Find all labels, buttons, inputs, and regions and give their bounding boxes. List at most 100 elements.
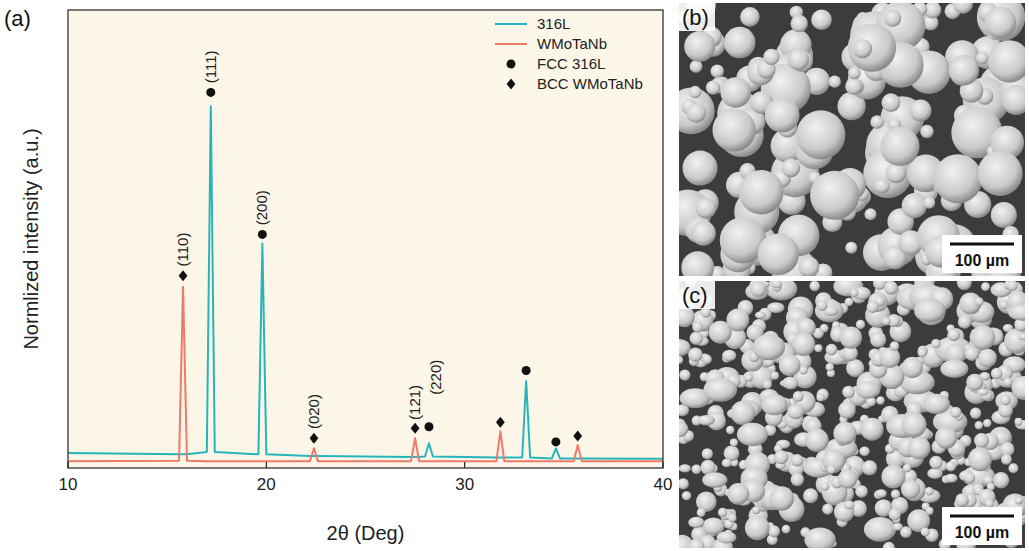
particle <box>811 9 832 30</box>
scale-bar <box>950 515 1014 518</box>
scale-bar-ground <box>942 507 1022 545</box>
scale-bar-label: 100 µm <box>955 524 1010 541</box>
legend-label: BCC WMoTaNb <box>537 75 643 92</box>
particle <box>848 67 861 80</box>
particle <box>690 60 703 73</box>
particle <box>927 468 942 479</box>
particle <box>984 7 1016 39</box>
page: {"chart_data": {"type": "line", "panel_l… <box>0 0 1029 551</box>
particle <box>859 447 869 457</box>
scale-bar <box>950 243 1014 246</box>
particle <box>799 257 820 276</box>
particle <box>686 103 706 123</box>
particle <box>826 363 834 371</box>
particle <box>867 301 879 313</box>
particle <box>755 311 766 318</box>
particle <box>703 378 737 402</box>
particle <box>876 489 887 497</box>
plot-frame <box>68 10 663 468</box>
x-tick <box>464 462 465 468</box>
peak-marker <box>424 422 433 431</box>
particle <box>864 517 896 542</box>
particle <box>902 357 923 378</box>
x-tick-label: 40 <box>654 475 673 494</box>
particle <box>702 448 713 459</box>
particle <box>822 504 833 515</box>
peak-label: (111) <box>202 50 219 83</box>
particle <box>766 281 797 300</box>
legend-swatch <box>507 79 516 90</box>
peak-marker <box>496 417 505 428</box>
particle <box>791 454 803 466</box>
particle <box>875 178 890 193</box>
particle <box>965 346 980 361</box>
particle <box>850 289 858 297</box>
particle <box>991 368 1003 380</box>
particle <box>683 151 718 186</box>
particle <box>782 525 791 534</box>
particle <box>991 202 1017 228</box>
particle <box>988 40 1025 82</box>
particle <box>679 356 683 364</box>
particle <box>901 412 926 437</box>
x-tick-label: 20 <box>257 475 276 494</box>
particle <box>983 419 991 427</box>
particle <box>679 478 689 489</box>
particle <box>688 517 704 528</box>
particle <box>865 208 877 220</box>
peak-marker <box>206 88 215 97</box>
particle <box>745 373 753 381</box>
x-tick-label: 30 <box>455 475 474 494</box>
particle <box>918 348 927 357</box>
particle <box>796 110 845 159</box>
particle <box>690 332 704 346</box>
particle <box>925 507 933 515</box>
particle <box>1001 85 1025 115</box>
particle <box>840 327 862 349</box>
particle <box>706 80 720 94</box>
x-tick <box>266 462 267 468</box>
particle <box>856 320 865 329</box>
scale-bar-ground <box>942 235 1022 273</box>
particle <box>793 391 804 402</box>
particle <box>791 15 808 32</box>
peak-marker <box>179 270 188 281</box>
figure: 102030402θ (Deg)Normlized intensity (a.u… <box>0 0 1029 551</box>
particle <box>763 49 779 65</box>
particle <box>980 372 990 380</box>
x-axis-title: 2θ (Deg) <box>327 522 405 544</box>
particle <box>953 3 973 14</box>
peak-marker <box>573 430 582 441</box>
particle <box>1003 377 1012 386</box>
particle <box>727 483 749 505</box>
particle <box>884 10 901 27</box>
particle <box>950 407 961 418</box>
particle <box>975 421 983 429</box>
particle <box>689 539 705 548</box>
micrograph <box>679 3 1025 276</box>
particle <box>1018 333 1025 340</box>
particle <box>799 366 808 375</box>
panel-label-ground <box>679 281 715 309</box>
peak-marker <box>522 366 531 375</box>
particle <box>884 281 898 295</box>
particle <box>696 198 717 219</box>
particle <box>923 197 935 209</box>
particle <box>933 154 982 203</box>
particle <box>810 171 859 220</box>
panel-label-ground <box>679 3 715 31</box>
particle <box>689 86 701 98</box>
particle <box>814 344 822 352</box>
particle <box>920 125 933 138</box>
particle <box>964 472 975 483</box>
peak-label: (110) <box>174 233 191 267</box>
particle <box>805 428 829 452</box>
particle <box>739 170 783 214</box>
particle <box>684 31 715 62</box>
particle <box>1015 496 1023 504</box>
particle <box>726 426 735 435</box>
particle <box>861 418 884 441</box>
particle <box>882 93 901 112</box>
particle <box>838 401 856 419</box>
particle <box>691 221 716 246</box>
